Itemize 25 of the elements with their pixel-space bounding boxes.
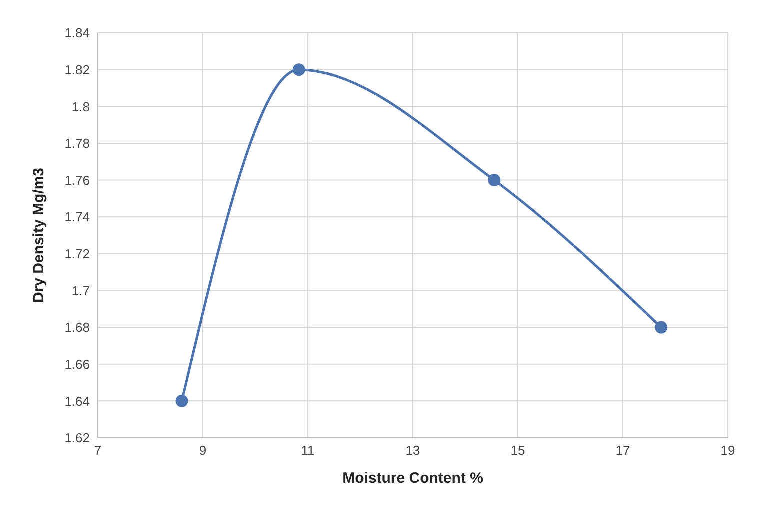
point: [292, 64, 306, 76]
point: [655, 321, 668, 334]
x-tick-label: 11: [301, 443, 315, 458]
y-tick-label: 1.8: [72, 99, 90, 114]
point: [488, 174, 501, 187]
y-tick-label: 1.66: [64, 356, 90, 372]
y-tick-label: 1.78: [64, 136, 90, 152]
y-tick-label: 1.68: [64, 320, 90, 336]
y-tick-label: 1.76: [64, 172, 90, 188]
y-tick-label: 1.82: [64, 62, 90, 78]
x-tick-label: 15: [510, 443, 526, 458]
x-tick-label: 19: [720, 443, 736, 458]
y-tick-label: 1.74: [64, 210, 90, 225]
y-tick-label: 1.84: [64, 26, 90, 41]
x-tick-label: 13: [406, 443, 420, 458]
y-tick-label: 1.64: [64, 394, 90, 409]
y-axis-title: Dry Density Mg/m3: [30, 168, 48, 304]
point: [176, 394, 188, 408]
y-tick-label: 1.62: [64, 430, 90, 446]
x-tick-label: 7: [94, 443, 102, 458]
y-tick-label: 1.7: [72, 283, 90, 298]
x-tick-label: 9: [199, 443, 207, 458]
x-axis-title: Moisture Content %: [342, 470, 484, 487]
y-tick-label: 1.72: [64, 246, 90, 262]
x-tick-label: 17: [616, 443, 630, 458]
